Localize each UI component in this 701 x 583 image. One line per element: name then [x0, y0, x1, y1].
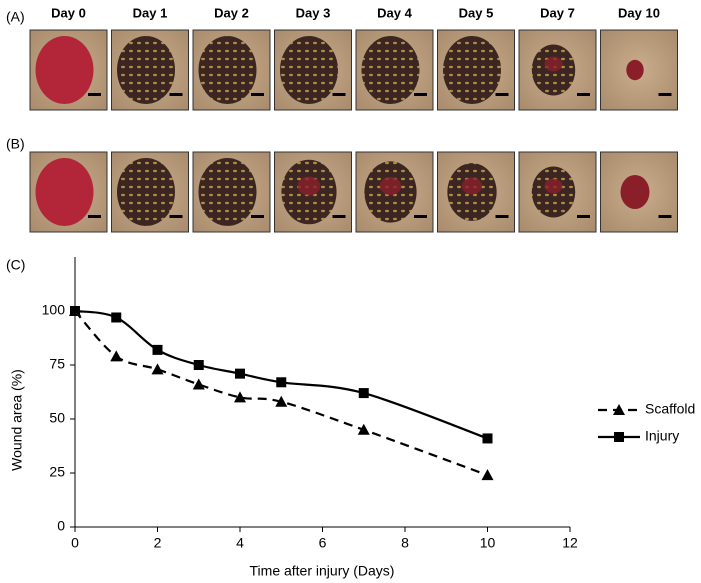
- wound: [198, 158, 257, 226]
- scale-bar: [577, 215, 590, 218]
- wound-red: [629, 181, 641, 191]
- panel-label: (A): [6, 9, 25, 25]
- wound: [626, 59, 644, 81]
- marker: [276, 377, 287, 388]
- scale-bar: [414, 215, 427, 218]
- x-axis-label: Time after injury (Days): [250, 563, 395, 579]
- panel-label: (B): [6, 136, 25, 152]
- marker: [234, 391, 246, 403]
- x-tick-label: 8: [401, 535, 409, 551]
- scale-bar: [169, 215, 183, 218]
- wound: [35, 158, 94, 226]
- day-label: Day 2: [214, 5, 249, 20]
- series-line: [74, 310, 488, 477]
- marker: [613, 404, 625, 415]
- marker: [357, 423, 370, 435]
- scale-bar: [251, 93, 264, 96]
- wound-red: [631, 61, 639, 67]
- scale-bar: [88, 93, 101, 96]
- scale-bar: [332, 215, 346, 218]
- panel-label: (C): [6, 257, 25, 273]
- scale-bar: [169, 93, 183, 96]
- wound-red: [379, 177, 402, 195]
- wound: [620, 175, 650, 209]
- x-tick-label: 4: [236, 535, 244, 551]
- day-label: Day 3: [296, 5, 331, 20]
- y-tick-label: 25: [49, 464, 65, 480]
- marker: [151, 363, 164, 375]
- y-tick-label: 75: [49, 356, 65, 372]
- y-tick-label: 100: [42, 302, 66, 318]
- marker: [482, 433, 493, 444]
- x-tick-label: 10: [480, 535, 496, 551]
- wound: [117, 36, 175, 104]
- wound: [361, 36, 420, 104]
- marker: [152, 344, 163, 355]
- x-tick-label: 0: [71, 535, 79, 551]
- marker: [70, 306, 80, 316]
- wound-red: [297, 176, 321, 196]
- series-line: [74, 309, 488, 440]
- x-tick-label: 6: [319, 535, 327, 551]
- wound: [280, 36, 338, 104]
- scale-bar: [495, 93, 509, 96]
- marker: [235, 368, 245, 379]
- scale-bar: [577, 93, 590, 96]
- marker: [614, 432, 624, 442]
- marker: [275, 395, 288, 407]
- day-label: Day 7: [540, 5, 575, 20]
- wound-photo: [600, 29, 678, 111]
- day-label: Day 4: [377, 5, 412, 20]
- scale-bar: [414, 93, 427, 96]
- marker: [111, 312, 122, 323]
- scale-bar: [658, 215, 672, 218]
- scale-bar: [332, 93, 346, 96]
- x-tick-label: 12: [562, 535, 578, 551]
- marker: [193, 360, 204, 370]
- marker: [110, 350, 123, 362]
- legend-label: Scaffold: [645, 401, 695, 417]
- scale-bar: [495, 215, 509, 218]
- y-axis-label: Wound area (%): [9, 369, 25, 471]
- day-label: Day 0: [51, 5, 86, 20]
- marker: [481, 469, 494, 481]
- y-tick-label: 0: [57, 518, 65, 534]
- scale-bar: [88, 215, 101, 218]
- marker: [358, 388, 369, 399]
- wound-red: [461, 177, 483, 195]
- y-tick-label: 50: [49, 410, 65, 426]
- day-label: Day 1: [133, 5, 168, 20]
- x-tick-label: 2: [154, 535, 162, 551]
- legend-label: Injury: [645, 428, 679, 444]
- wound-red: [544, 178, 563, 194]
- wound-red: [544, 56, 563, 72]
- scale-bar: [658, 93, 672, 96]
- wound: [443, 36, 501, 104]
- marker: [192, 378, 205, 390]
- wound: [117, 158, 175, 226]
- wound: [35, 36, 94, 104]
- wound: [198, 36, 257, 104]
- scale-bar: [251, 215, 264, 218]
- day-label: Day 10: [618, 5, 660, 20]
- day-label: Day 5: [459, 5, 494, 20]
